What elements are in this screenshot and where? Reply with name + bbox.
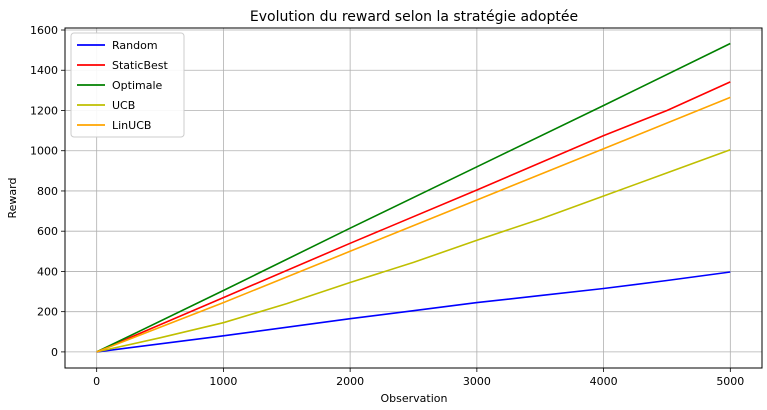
legend-label: LinUCB	[112, 119, 151, 132]
chart-title: Evolution du reward selon la stratégie a…	[250, 9, 578, 25]
legend-label: UCB	[112, 99, 135, 112]
series-line-random	[96, 271, 731, 353]
y-tick-label: 400	[37, 265, 58, 278]
y-tick-label: 1400	[30, 64, 58, 77]
y-tick-label: 1000	[30, 145, 58, 158]
y-axis-label: Reward	[6, 178, 19, 219]
series-line-staticbest	[96, 81, 731, 353]
x-tick-label: 5000	[716, 375, 744, 388]
y-tick-label: 600	[37, 225, 58, 238]
y-tick-label: 800	[37, 185, 58, 198]
y-ticks: 0 200 400 600 800 1000 1200 1400 1600	[30, 24, 65, 359]
y-tick-label: 200	[37, 306, 58, 319]
legend-box	[70, 32, 185, 138]
x-tick-label: 1000	[209, 375, 237, 388]
x-tick-label: 0	[93, 375, 100, 388]
x-tick-label: 4000	[590, 375, 618, 388]
series-line-optimale	[96, 42, 731, 353]
series-lines	[96, 42, 731, 353]
legend-label: Optimale	[112, 79, 163, 92]
x-ticks: 0 1000 2000 3000 4000 5000	[93, 368, 744, 388]
plot-frame	[64, 27, 763, 369]
y-tick-label: 0	[51, 346, 58, 359]
x-axis-label: Observation	[381, 392, 448, 405]
legend: Random StaticBest Optimale UCB LinUCB	[70, 32, 185, 138]
grid	[65, 28, 762, 368]
series-line-ucb	[96, 148, 731, 353]
series-line-linucb	[96, 96, 731, 353]
legend-label: StaticBest	[112, 59, 168, 72]
legend-label: Random	[112, 39, 158, 52]
x-tick-label: 3000	[463, 375, 491, 388]
y-tick-label: 1600	[30, 24, 58, 37]
x-tick-label: 2000	[336, 375, 364, 388]
y-tick-label: 1200	[30, 104, 58, 117]
